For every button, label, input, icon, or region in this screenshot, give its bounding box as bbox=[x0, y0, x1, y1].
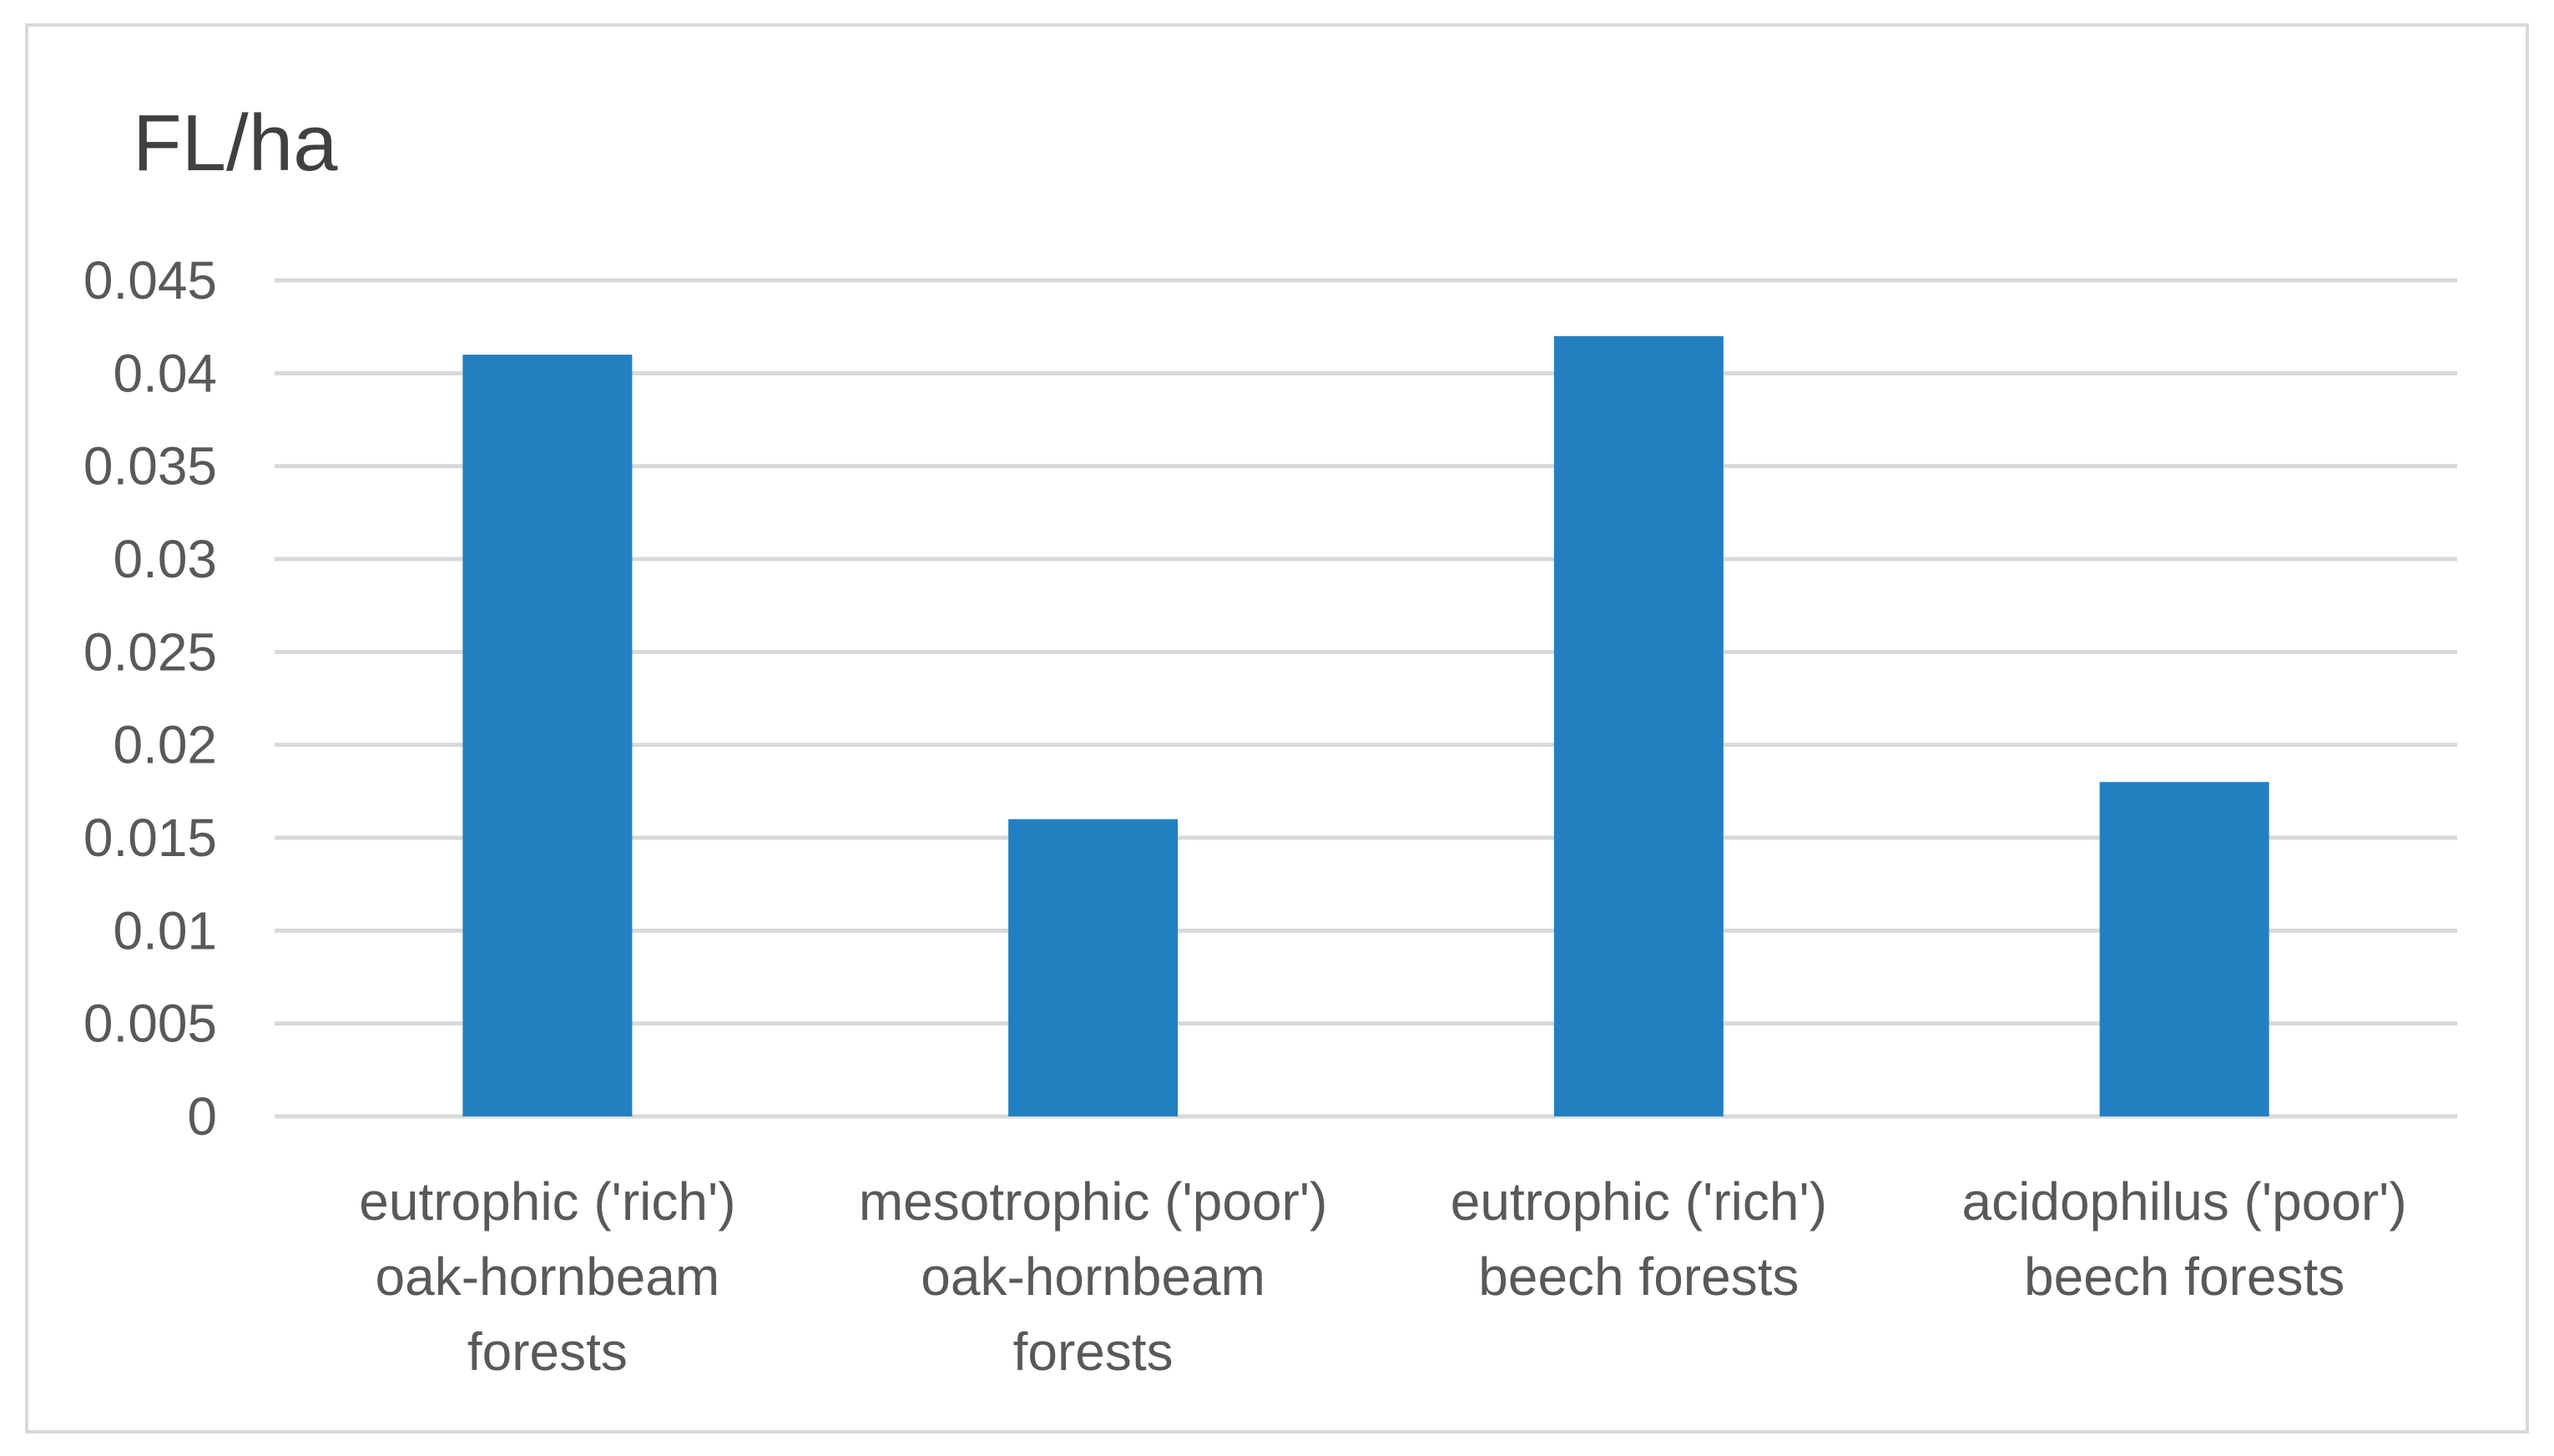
x-category-label: oak-hornbeam bbox=[921, 1247, 1265, 1307]
x-category-label: beech forests bbox=[1478, 1247, 1799, 1307]
y-tick-label: 0.02 bbox=[113, 715, 217, 775]
x-category-label: forests bbox=[467, 1322, 628, 1382]
y-tick-label: 0.015 bbox=[83, 808, 217, 868]
y-tick-label: 0.04 bbox=[113, 343, 217, 403]
bar-chart: FL/ha 00.0050.010.0150.020.0250.030.0350… bbox=[83, 98, 2457, 1382]
x-category-label: mesotrophic ('poor') bbox=[859, 1171, 1328, 1232]
y-axis-unit-label: FL/ha bbox=[133, 98, 338, 188]
bar bbox=[1553, 335, 1724, 1116]
x-category-label: oak-hornbeam bbox=[376, 1247, 720, 1307]
bar bbox=[1008, 819, 1179, 1116]
chart-frame: FL/ha 0 0.005 0.01 0.015 0.02 0.025 0.03 0.035 0… bbox=[25, 23, 2529, 1433]
y-tick-label: 0.045 bbox=[83, 250, 217, 310]
bars bbox=[462, 335, 2269, 1117]
bar bbox=[462, 355, 633, 1117]
y-tick-label: 0.035 bbox=[83, 436, 217, 496]
x-axis-category-labels: eutrophic ('rich') oak-hornbeam forests mes… bbox=[359, 1171, 2406, 1382]
x-category-label: eutrophic ('rich') bbox=[1451, 1171, 1827, 1232]
y-tick-label: 0.01 bbox=[113, 900, 217, 960]
bar bbox=[2099, 782, 2269, 1116]
x-category-label: acidophilus ('poor') bbox=[1962, 1171, 2407, 1232]
y-tick-label: 0.005 bbox=[83, 994, 217, 1054]
y-tick-label: 0.03 bbox=[113, 529, 217, 589]
x-category-label: forests bbox=[1013, 1322, 1174, 1382]
x-category-label: beech forests bbox=[2024, 1247, 2345, 1307]
x-category-label: eutrophic ('rich') bbox=[359, 1171, 735, 1232]
gridlines bbox=[275, 278, 2457, 1119]
y-tick-label: 0.025 bbox=[83, 622, 217, 682]
y-tick-label: 0 bbox=[187, 1086, 217, 1146]
y-axis-tick-labels: 0 0.005 0.01 0.015 0.02 0.025 0.03 0.035 0.04 0.0… bbox=[83, 250, 217, 1146]
